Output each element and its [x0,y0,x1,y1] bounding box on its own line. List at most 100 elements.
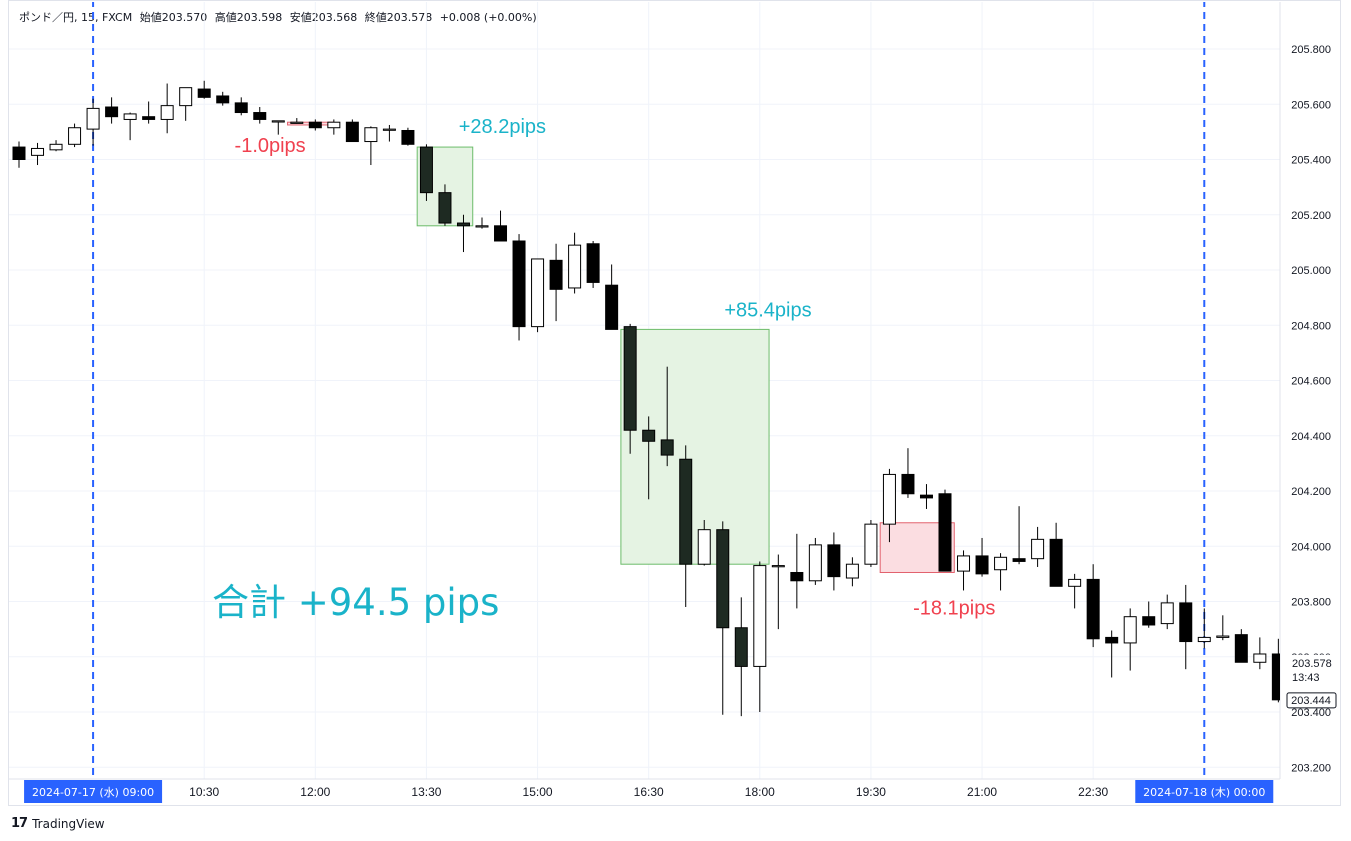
candle [1234,629,1248,663]
brand-name: TradingView [32,816,105,831]
candle-body-up [882,473,896,525]
low-value: 安値203.568 [289,11,358,24]
candle-body-up [364,127,378,143]
date-marker-badge [24,780,163,803]
candle-body-up [1253,653,1267,663]
candle-body-up [86,107,100,130]
time-tick-label: 13:30 [411,785,441,799]
candle [49,140,63,152]
date-marker-label: 2024-07-17 (水) 09:00 [32,786,154,799]
candle-body-down [1179,602,1193,643]
candle [642,416,656,500]
candle-body-up [1123,616,1137,644]
candle-body-down [919,494,933,499]
candle-body-down [1105,636,1119,644]
candle-body-down [456,222,470,227]
candle-body-down [605,284,619,330]
candle-body-down [1234,634,1248,663]
candle-body-down [1049,538,1063,587]
candle-body-up [1216,635,1230,638]
candle [271,120,285,135]
loss-pips-label: -1.0pips [235,135,306,157]
candle-body-down [1271,653,1280,701]
candle-body-up [179,87,193,107]
candle-body-down [679,458,693,565]
candle-body-down [586,243,600,283]
candle [549,243,563,322]
candle [438,184,452,226]
candle [1179,584,1193,670]
candle-body-down [549,259,563,290]
candle [419,144,433,201]
open-value: 始値203.570 [139,11,208,24]
candle [568,232,582,294]
tradingview-logo-icon: 17 [11,816,28,831]
candle [845,557,859,587]
candle-body-up [327,121,341,129]
candle-body-down [1086,578,1100,640]
candle [697,520,711,566]
candle-body-down [623,326,637,431]
candle [1068,573,1082,609]
candle-body-down [938,493,952,572]
price-tick-label: 205.600 [1291,99,1331,111]
candle-body-up [1031,538,1045,560]
candle-body-down [734,627,748,667]
candle-body-down [660,439,674,456]
time-tick-label: 19:30 [856,785,886,799]
candle [734,597,748,717]
candle-body-up [31,147,45,156]
symbol-name[interactable]: ポンド／円, 15, FXCM [19,11,133,24]
candle [919,484,933,509]
profit-pips-label: +85.4pips [724,299,811,321]
candle [790,533,804,609]
price-tick-label: 205.000 [1291,265,1331,277]
candle [1086,564,1100,648]
price-tick-label: 205.800 [1291,44,1331,56]
candle-body-up [994,556,1008,571]
candle-body-up [475,225,489,228]
candle-body-down [419,146,433,194]
candle [308,119,322,131]
candle-body-down [253,112,267,120]
candle-body-down [642,429,656,442]
candle [179,87,193,121]
candle-body-up [271,120,285,123]
candle [123,112,137,141]
candle [105,97,119,124]
tradingview-brand[interactable]: 17 TradingView [11,816,105,831]
candle [660,366,674,467]
bar-countdown-label: 13:43 [1292,672,1320,684]
candle-body-down [105,106,119,118]
change-value: +0.008 (+0.00%) [439,11,537,24]
candle [197,80,211,99]
candle-body-down [975,555,989,575]
candle [882,468,896,543]
trade-boxes [287,121,955,573]
candle [716,521,730,715]
candle [1031,526,1045,567]
candle-body-up [957,555,971,572]
candle [605,264,619,330]
candle [994,553,1008,591]
candle-body-down [716,529,730,629]
candle-body-down [827,544,841,578]
candle-body-up [290,121,304,124]
candle [364,126,378,166]
current-price-label-bg [1288,654,1334,685]
high-value: 高値203.598 [214,11,283,24]
candle [975,537,989,577]
candle [1049,522,1063,587]
chart-frame [8,0,1341,806]
candle-body-down [12,146,26,161]
candle-body-up [697,529,711,565]
price-tick-label: 204.200 [1291,486,1331,498]
candle [401,127,415,146]
candle [68,123,82,148]
candle [827,532,841,591]
candle-body-up [568,244,582,289]
candle [382,124,396,142]
candle [531,258,545,333]
time-tick-label: 10:30 [189,785,219,799]
